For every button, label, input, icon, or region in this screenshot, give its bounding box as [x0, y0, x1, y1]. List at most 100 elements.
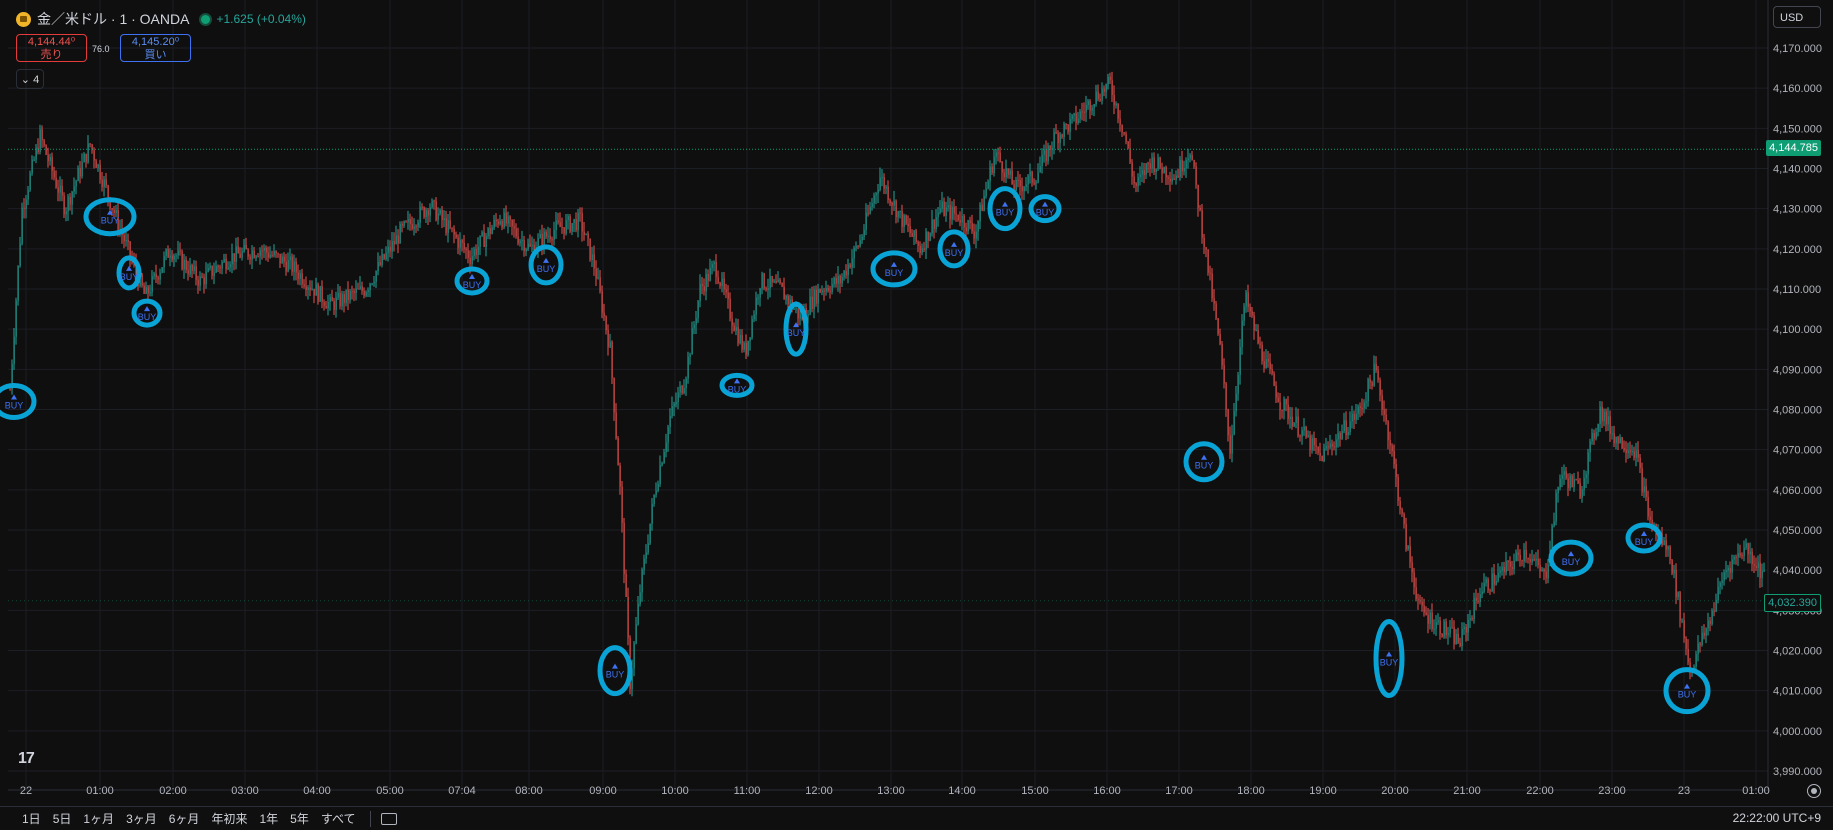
candle-body	[1079, 111, 1081, 119]
candle-body	[375, 271, 377, 282]
candle-body	[1591, 433, 1593, 442]
candle-body	[821, 290, 823, 293]
candle-body	[1541, 569, 1543, 572]
candle-body	[693, 324, 695, 329]
candle-body	[1071, 115, 1073, 120]
candle-body	[1315, 445, 1317, 447]
candle-body	[405, 221, 407, 223]
candle-body	[1359, 406, 1361, 409]
period-ytd[interactable]: 年初来	[211, 812, 248, 826]
candle-body	[1099, 99, 1101, 101]
candle-body	[1629, 450, 1631, 453]
candle-body	[373, 281, 375, 284]
candle-body	[21, 207, 23, 244]
candle-body	[881, 177, 883, 179]
candle-body	[385, 252, 387, 259]
candle-body	[655, 490, 657, 495]
candle-body	[1501, 566, 1503, 571]
y-tick-label: 4,050.000	[1773, 525, 1822, 537]
candle-body	[1059, 134, 1061, 143]
candle-body	[593, 254, 595, 269]
candle-body	[1729, 567, 1731, 573]
candle-body	[281, 256, 283, 264]
candle-body	[1231, 434, 1233, 454]
candle-body	[659, 465, 661, 485]
candle-body	[241, 251, 243, 258]
candle-body	[707, 273, 709, 281]
candle-body	[455, 234, 457, 238]
y-tick-label: 4,160.000	[1773, 83, 1822, 95]
calendar-icon[interactable]	[380, 812, 397, 825]
candle-body	[1509, 561, 1511, 567]
candle-body	[891, 202, 893, 206]
candle-body	[79, 168, 81, 177]
buy-signal-label: BUY	[1195, 461, 1214, 471]
price-chart[interactable]: BUY BUY BUY BUY BUY BUY BUY BUY BUY BUY BUY BUY BUY B…	[0, 0, 1833, 806]
candle-body	[395, 235, 397, 245]
candle-body	[1057, 133, 1059, 143]
candle-body	[1283, 399, 1285, 411]
candle-body	[1269, 361, 1271, 370]
candle-body	[61, 185, 63, 196]
candle-body	[819, 288, 821, 293]
candle-body	[1733, 556, 1735, 560]
candle-body	[75, 180, 77, 187]
buy-signal-label: BUY	[1380, 658, 1399, 668]
candle-body	[717, 276, 719, 283]
candle-body	[993, 156, 995, 173]
candle-body	[1675, 570, 1677, 598]
period-all[interactable]: すべて	[320, 812, 356, 826]
candle-body	[793, 308, 795, 310]
candle-body	[283, 256, 285, 262]
candle-body	[1533, 558, 1535, 561]
candle-body	[827, 288, 829, 291]
period-1m[interactable]: 1ヶ月	[83, 812, 115, 826]
sell-button[interactable]: 4,144.44⁰ 売り	[16, 34, 87, 62]
clock[interactable]: 22:22:00 UTC+9	[1732, 811, 1821, 825]
candle-body	[451, 227, 453, 229]
candle-body	[307, 287, 309, 290]
candle-body	[503, 212, 505, 228]
period-3m[interactable]: 3ヶ月	[126, 812, 157, 826]
x-tick-label: 05:00	[376, 785, 404, 797]
candle-body	[153, 273, 155, 277]
candle-body	[433, 200, 435, 202]
candle-body	[489, 228, 491, 234]
candle-body	[927, 231, 929, 241]
period-6m[interactable]: 6ヶ月	[168, 812, 200, 826]
period-5y[interactable]: 5年	[290, 812, 309, 826]
candle-body	[1155, 168, 1157, 172]
candle-body	[29, 173, 31, 191]
candle-body	[393, 241, 395, 245]
candle-body	[1507, 561, 1509, 563]
candle-body	[1391, 445, 1393, 451]
period-5d[interactable]: 5日	[52, 812, 72, 826]
candle-body	[47, 154, 49, 162]
candle-body	[217, 266, 219, 268]
buy-signal-label: BUY	[101, 216, 120, 226]
candle-body	[701, 284, 703, 287]
candle-body	[1027, 175, 1029, 185]
y-tick-label: 4,080.000	[1773, 405, 1822, 417]
indicators-toggle[interactable]: ⌄ 4	[16, 69, 44, 89]
candle-body	[1505, 561, 1507, 573]
x-tick-label: 01:00	[1742, 785, 1770, 797]
candle-body	[303, 284, 305, 287]
candle-body	[441, 210, 443, 221]
candle-body	[1191, 155, 1193, 160]
buy-button[interactable]: 4,145.20⁰ 買い	[120, 34, 191, 62]
candle-body	[1615, 437, 1617, 444]
candle-body	[1583, 478, 1585, 490]
candle-body	[1519, 554, 1521, 561]
candle-body	[1535, 558, 1537, 561]
candle-body	[195, 266, 197, 280]
period-1y[interactable]: 1年	[259, 812, 279, 826]
candle-body	[651, 503, 653, 524]
candle-body	[329, 296, 331, 302]
candle-body	[585, 233, 587, 235]
symbol-title[interactable]: 金／米ドル · 1 · OANDA	[37, 11, 190, 27]
settings-icon[interactable]	[1807, 784, 1821, 798]
currency-select[interactable]: USD	[1773, 6, 1821, 28]
period-1d[interactable]: 1日	[22, 812, 41, 826]
candle-body	[291, 256, 293, 272]
